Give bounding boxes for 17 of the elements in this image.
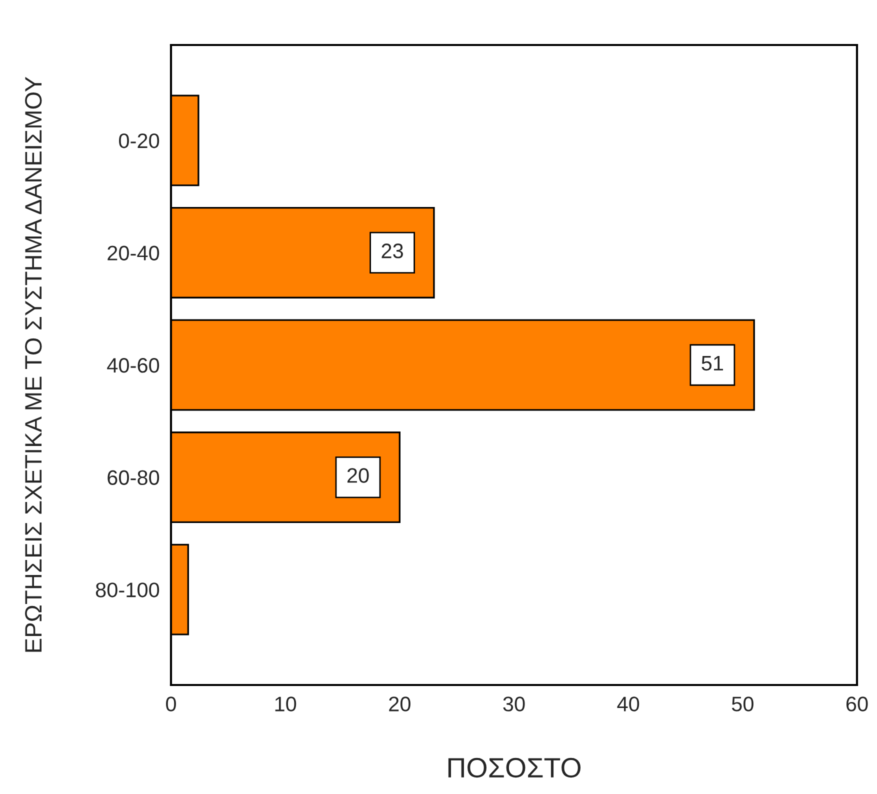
x-tick-label: 40 <box>617 696 640 712</box>
x-tick-label: 30 <box>503 696 525 712</box>
y-tick-label: 40-60 <box>107 358 160 373</box>
y-tick-label: 0-20 <box>119 133 160 148</box>
data-label: 20 <box>347 468 369 483</box>
x-tick-label: 50 <box>732 696 754 712</box>
data-label: 23 <box>382 244 403 258</box>
x-axis-title: ΠΟΣΟΣΤΟ <box>448 758 581 778</box>
x-tick-label: 10 <box>275 696 296 712</box>
y-tick-label: 60-80 <box>108 470 160 486</box>
x-tick-label: 60 <box>846 696 868 712</box>
y-tick-label: 20-40 <box>108 246 160 260</box>
data-label: 51 <box>702 356 724 371</box>
x-tick-label: 0 <box>166 696 176 712</box>
x-tick-label: 20 <box>389 696 410 712</box>
y-axis-title: ΕΡΩΤΗΣΕΙΣ ΣΧΕΤΙΚΑ ΜΕ ΤΟ ΣΥΣΤΗΜΑ ΔΑΝΕΙΣΜΟΥ <box>25 76 42 652</box>
y-tick-label: 80-100 <box>96 582 160 598</box>
